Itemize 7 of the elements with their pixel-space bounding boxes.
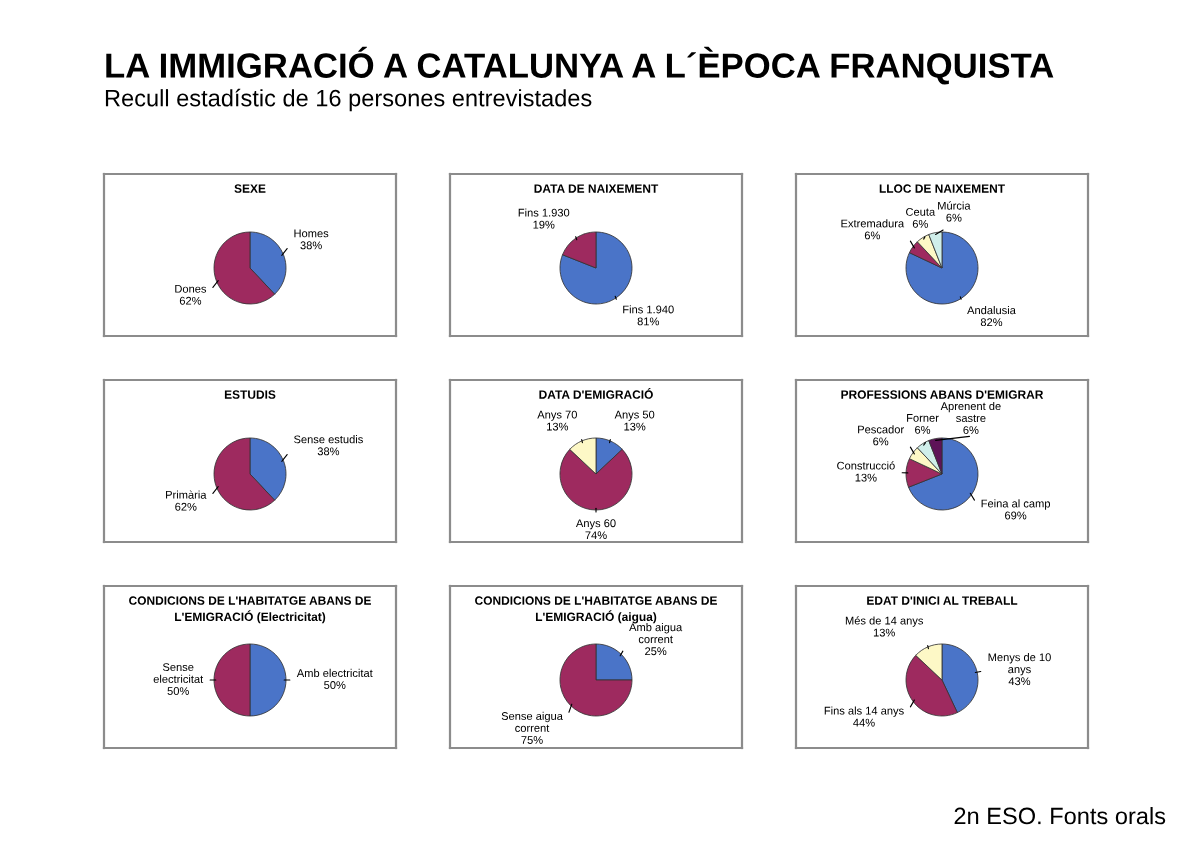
pie-slice [559, 231, 633, 305]
text: LA IMMIGRACIÓ A CATALUNYA A L´ÈPOCA FRANQUISTA [106, 46, 1054, 85]
pie-slice [905, 231, 979, 305]
pie-slice [559, 643, 633, 717]
pie-slice [908, 437, 979, 511]
text: 2n ESO. Fonts orals [954, 806, 1166, 825]
text: Recull estadístic de 16 persones entrevistades [105, 88, 592, 112]
